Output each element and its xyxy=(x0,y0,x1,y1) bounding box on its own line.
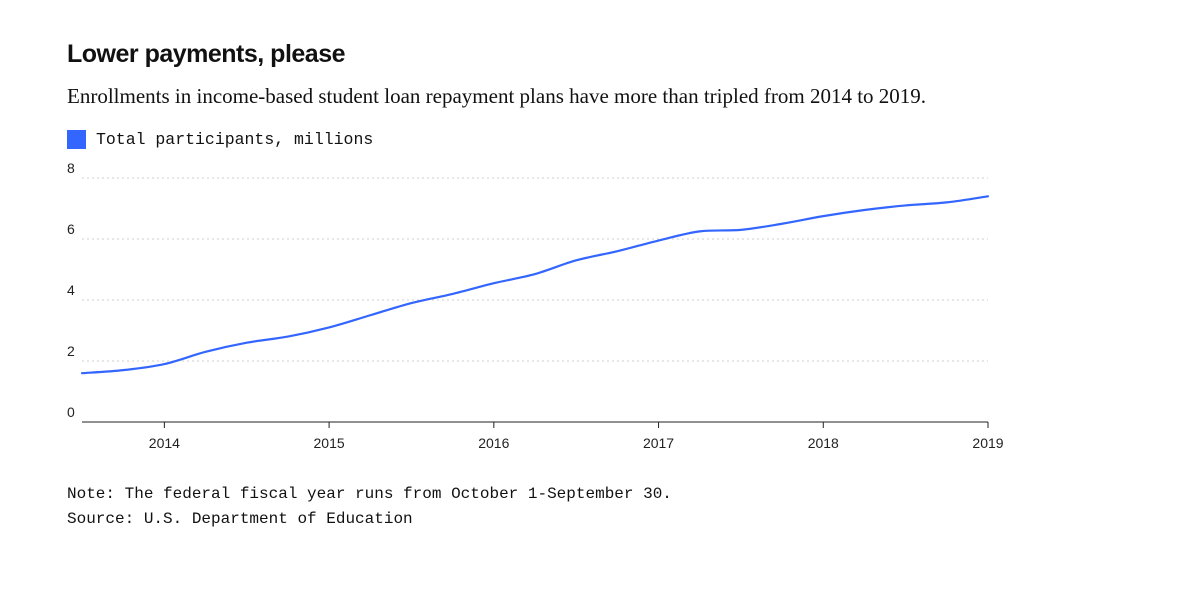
y-tick-label: 8 xyxy=(67,160,75,176)
footnote: Note: The federal fiscal year runs from … xyxy=(67,482,672,532)
y-tick-label: 4 xyxy=(67,282,75,298)
x-tick-label: 2016 xyxy=(478,435,509,451)
y-tick-label: 6 xyxy=(67,221,75,237)
chart-title: Lower payments, please xyxy=(67,40,346,68)
legend-swatch xyxy=(67,130,86,149)
x-tick-label: 2015 xyxy=(314,435,345,451)
x-tick-label: 2017 xyxy=(643,435,674,451)
y-tick-label: 2 xyxy=(67,343,75,359)
legend: Total participants, millions xyxy=(67,130,373,149)
x-tick-label: 2019 xyxy=(972,435,1003,451)
y-tick-label: 0 xyxy=(67,404,75,420)
legend-label: Total participants, millions xyxy=(96,130,374,149)
series-line-total-participants xyxy=(80,195,990,375)
chart-subtitle: Enrollments in income-based student loan… xyxy=(67,84,927,108)
source-text: Source: U.S. Department of Education xyxy=(67,510,413,528)
note-text: Note: The federal fiscal year runs from … xyxy=(67,485,672,503)
x-tick-label: 2014 xyxy=(149,435,180,451)
x-tick-label: 2018 xyxy=(808,435,839,451)
